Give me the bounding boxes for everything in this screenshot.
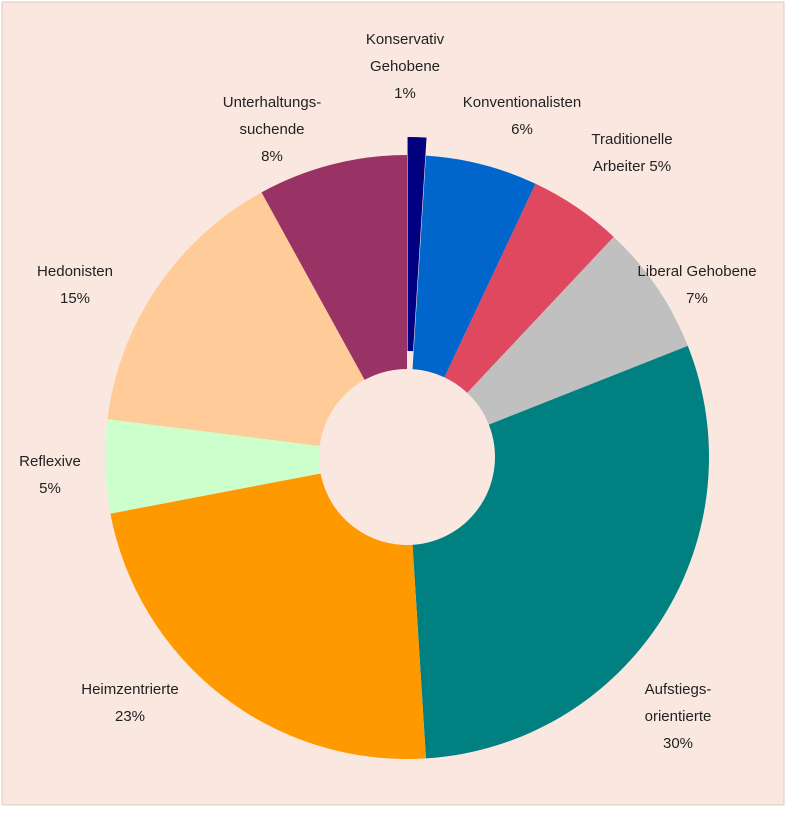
slice-label: Gehobene [370,58,440,75]
donut-slice [467,236,688,425]
slice-label: Reflexive [19,453,81,470]
slice-label: Konventionalisten [463,94,581,111]
slice-value-label: 1% [394,85,416,102]
donut-slice [412,155,536,378]
slice-value-label: 23% [115,708,145,725]
slice-label-name: Arbeiter [593,158,646,175]
slice-label: Liberal Gehobene [637,263,756,280]
slice-value-label: 8% [261,148,283,165]
slice-label: suchende [239,121,304,138]
slice-label: orientierte [645,708,712,725]
slice-label: Unterhaltungs- [223,94,321,111]
slice-value-label: 5% [649,158,671,175]
donut-slice [261,155,407,380]
donut-slice [104,419,321,514]
slice-label: Aufstiegs- [645,681,712,698]
donut-slice [444,183,614,393]
slice-label: Heimzentrierte [81,681,179,698]
slice-label: Konservativ [366,31,445,48]
slice-label: Hedonisten [37,263,113,280]
slice-label: Arbeiter 5% [593,158,671,175]
slice-value-label: 7% [686,290,708,307]
slice-label: Traditionelle [591,131,672,148]
slice-value-label: 5% [39,480,61,497]
slice-value-label: 15% [60,290,90,307]
slice-value-label: 30% [663,735,693,752]
donut-slice [412,345,709,759]
donut-slice [407,137,427,352]
donut-slice [110,473,426,759]
slice-value-label: 6% [511,121,533,138]
donut-slice [107,192,365,446]
